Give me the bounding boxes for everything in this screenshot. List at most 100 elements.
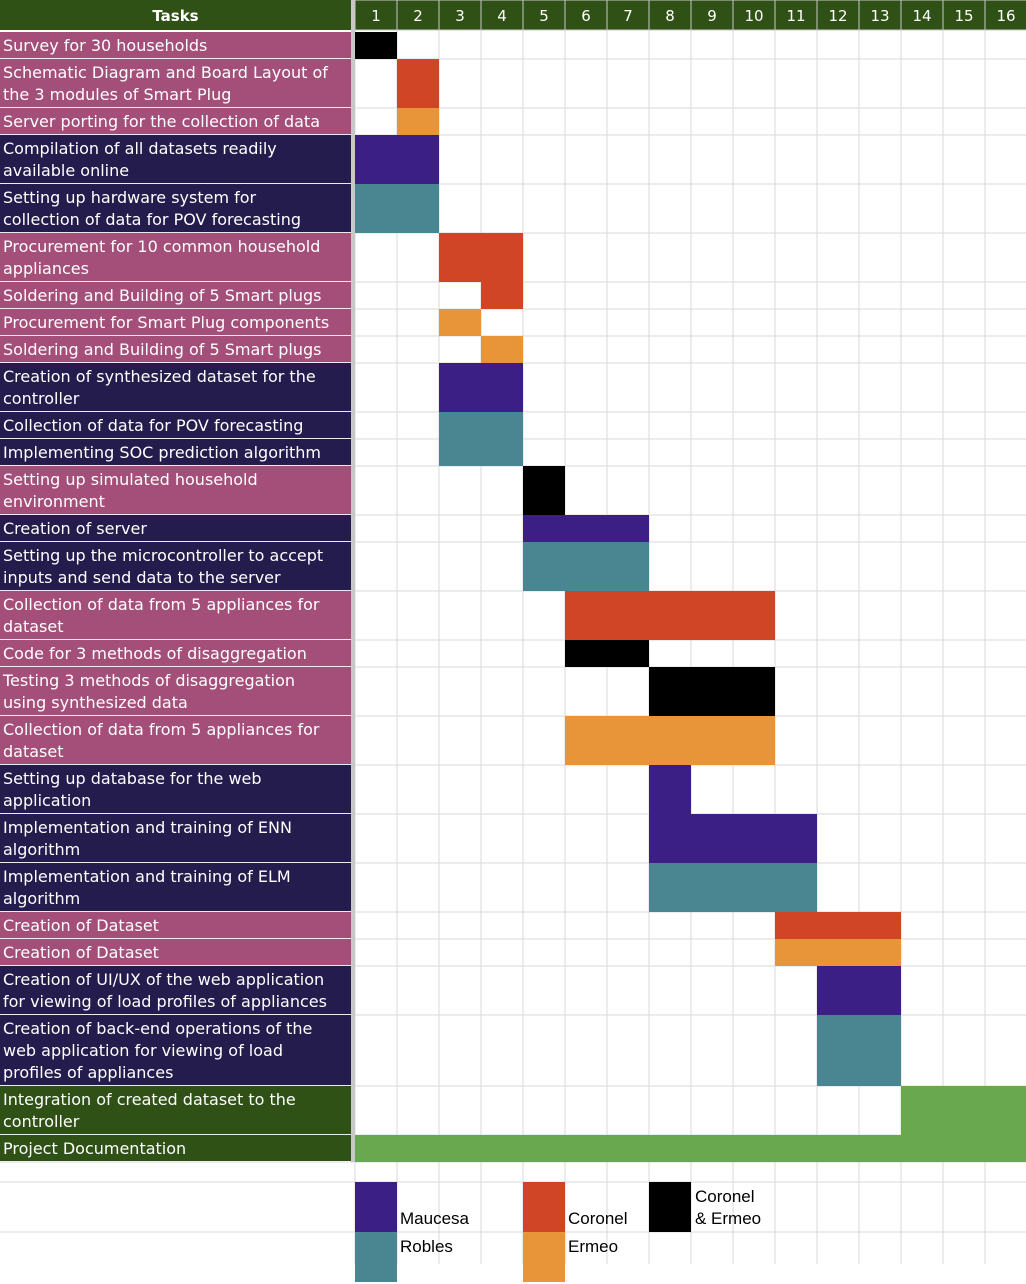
header-week-cell	[816, 0, 860, 31]
header-tasks-label: Tasks	[152, 7, 198, 25]
task-label-cell	[0, 1135, 351, 1161]
task-bar	[649, 814, 817, 863]
task-label-cell	[0, 184, 351, 232]
task-label-cell	[0, 1086, 351, 1134]
task-label-cell	[0, 765, 351, 813]
legend-label: Coronel	[568, 1209, 628, 1228]
task-label-cell	[0, 439, 351, 465]
task-label: application	[3, 791, 91, 810]
task-bar	[355, 32, 397, 59]
task-bar	[817, 966, 901, 1015]
task-label: collection of data for POV forecasting	[3, 210, 301, 229]
legend-swatch	[523, 1182, 565, 1232]
header-tasks-cell	[0, 0, 351, 30]
legend-label: Robles	[400, 1237, 453, 1256]
task-label: Implementing SOC prediction algorithm	[3, 443, 321, 462]
task-label: profiles of appliances	[3, 1063, 173, 1082]
task-label: Creation of Dataset	[3, 916, 159, 935]
header-week-cell	[648, 0, 692, 31]
week-label: 15	[954, 7, 973, 25]
task-label: Creation of synthesized dataset for the	[3, 367, 316, 386]
task-label: Code for 3 methods of disaggregation	[3, 644, 307, 663]
task-bar	[355, 135, 439, 184]
task-label-cell	[0, 59, 351, 107]
legend-swatch	[523, 1232, 565, 1282]
task-label-cell	[0, 912, 351, 938]
week-label: 9	[707, 7, 717, 25]
task-label: appliances	[3, 259, 89, 278]
week-label: 2	[413, 7, 423, 25]
legend-label: Maucesa	[400, 1209, 470, 1228]
legend-swatch	[355, 1232, 397, 1282]
task-label: Collection of data from 5 appliances for	[3, 595, 320, 614]
task-bar	[523, 515, 649, 542]
task-label-cell	[0, 667, 351, 715]
task-label-cell	[0, 939, 351, 965]
task-bar	[817, 1015, 901, 1086]
task-bar	[355, 184, 439, 233]
task-bar	[523, 542, 649, 591]
task-bar	[439, 309, 481, 336]
task-label: Procurement for Smart Plug components	[3, 313, 329, 332]
task-label: Creation of Dataset	[3, 943, 159, 962]
header-week-cell	[354, 0, 398, 31]
task-label: algorithm	[3, 889, 80, 908]
legend-label: Ermeo	[568, 1237, 618, 1256]
task-label-cell	[0, 363, 351, 411]
week-label: 3	[455, 7, 465, 25]
legend-swatch	[355, 1182, 397, 1232]
task-label: Creation of UI/UX of the web application	[3, 970, 324, 989]
task-label-cell	[0, 716, 351, 764]
week-label: 4	[497, 7, 507, 25]
task-label-cell	[0, 336, 351, 362]
task-label: Survey for 30 households	[3, 36, 207, 55]
task-label: Implementation and training of ENN	[3, 818, 292, 837]
week-label: 10	[744, 7, 763, 25]
legend-swatch	[649, 1182, 691, 1232]
task-label-cell	[0, 466, 351, 514]
task-bar	[439, 412, 523, 439]
week-label: 6	[581, 7, 591, 25]
task-bars	[355, 32, 1026, 1162]
header-week-cell	[522, 0, 566, 31]
week-label: 12	[828, 7, 847, 25]
task-label-cell	[0, 591, 351, 639]
task-bar	[649, 765, 691, 814]
header-week-cell	[774, 0, 818, 31]
task-label: controller	[3, 389, 80, 408]
week-label: 13	[870, 7, 889, 25]
task-label-cell	[0, 32, 351, 58]
task-bar	[439, 439, 523, 466]
task-label-cell	[0, 966, 351, 1014]
week-label: 14	[912, 7, 931, 25]
header-week-cell	[858, 0, 902, 31]
task-label-cell	[0, 515, 351, 541]
task-label: Integration of created dataset to the	[3, 1090, 296, 1109]
task-label: Testing 3 methods of disaggregation	[2, 671, 295, 690]
task-label: for viewing of load profiles of applianc…	[3, 992, 327, 1011]
task-label-cell	[0, 108, 351, 134]
task-label: using synthesized data	[3, 693, 188, 712]
task-bar	[355, 1135, 1026, 1162]
task-bar	[397, 108, 439, 135]
legend-label: & Ermeo	[695, 1209, 761, 1228]
task-label: Setting up hardware system for	[3, 188, 257, 207]
task-label: Collection of data from 5 appliances for	[3, 720, 320, 739]
task-bar	[649, 667, 775, 716]
task-label: Soldering and Building of 5 Smart plugs	[3, 340, 321, 359]
task-label: Setting up the microcontroller to accept	[3, 546, 323, 565]
task-label-cell	[0, 412, 351, 438]
task-label: Procurement for 10 common household	[3, 237, 320, 256]
task-bar	[397, 59, 439, 108]
task-label: Setting up simulated household	[3, 470, 258, 489]
task-bar	[523, 466, 565, 515]
task-label: Implementation and training of ELM	[3, 867, 291, 886]
task-label: Collection of data for POV forecasting	[3, 416, 303, 435]
task-label: inputs and send data to the server	[3, 568, 281, 587]
task-bar	[439, 233, 523, 282]
week-header: Tasks 1 2 3 4 5 6 7 8 9 10 11 12 13 14 15 16	[0, 0, 1026, 31]
task-label-cell	[0, 863, 351, 911]
task-bar	[481, 282, 523, 309]
task-label-cell	[0, 542, 351, 590]
